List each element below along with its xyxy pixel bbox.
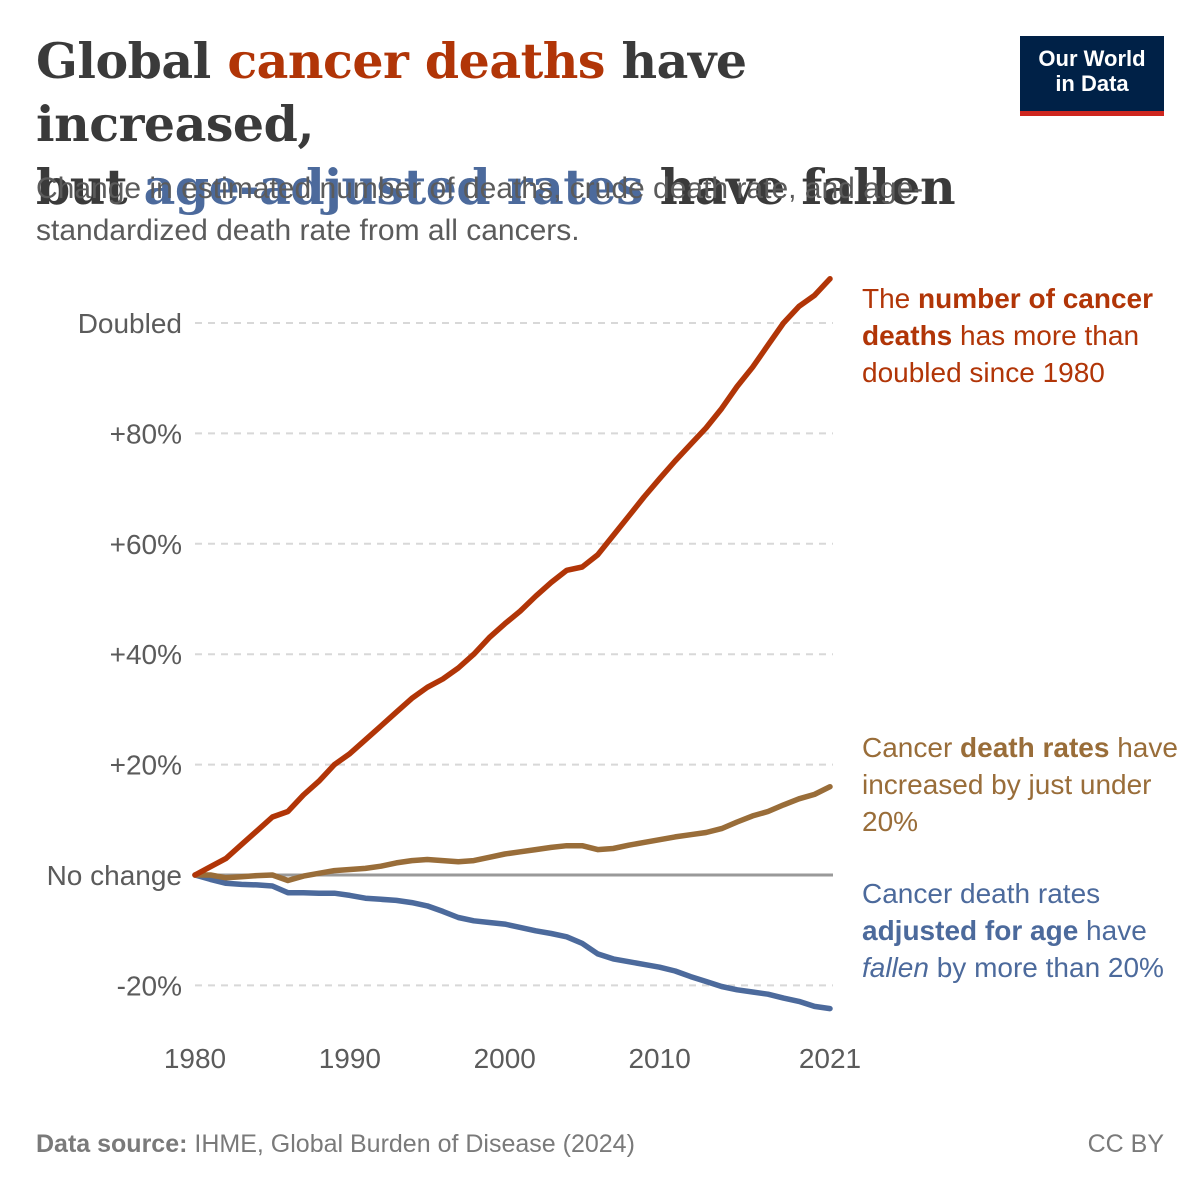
title-part-2: have increased, xyxy=(36,32,747,153)
x-tick-label: 1990 xyxy=(319,1043,381,1074)
x-tick-label: 2021 xyxy=(799,1043,861,1074)
annotation-age-post: by more than 20% xyxy=(928,952,1164,983)
series-line-age[interactable] xyxy=(192,872,833,1012)
x-tick-label: 2010 xyxy=(628,1043,690,1074)
data-source-label: Data source: xyxy=(36,1130,188,1158)
grid-layer xyxy=(195,322,833,987)
annotation-crude-bold: death rates xyxy=(960,732,1110,763)
annotation-age-mid: have xyxy=(1078,915,1147,946)
title-highlight-age-adjusted: age-adjusted rates xyxy=(143,158,644,216)
y-axis-tick-labels: -20% No change +20% +40% +60% +80% Doubled xyxy=(47,308,182,1001)
x-axis-tick-labels: 1980 1990 2000 2010 2021 xyxy=(164,1043,861,1074)
logo-line-2: in Data xyxy=(1055,71,1129,96)
data-source: Data source: IHME, Global Burden of Dise… xyxy=(36,1130,635,1159)
x-tick-label: 2000 xyxy=(474,1043,536,1074)
y-tick-label: +60% xyxy=(110,529,182,560)
annotation-cancer-deaths: The number of cancer deaths has more tha… xyxy=(862,280,1182,391)
series-line-crude[interactable] xyxy=(192,783,833,884)
logo-line-1: Our World xyxy=(1038,46,1146,71)
license-label[interactable]: CC BY xyxy=(1087,1130,1164,1158)
y-tick-label: No change xyxy=(47,860,182,891)
annotation-crude-post: have increased by just under 20% xyxy=(862,732,1178,837)
y-tick-label: +80% xyxy=(110,418,182,449)
annotation-deaths-post: has more than doubled since 1980 xyxy=(862,320,1140,388)
series-layer xyxy=(192,276,833,1012)
our-world-in-data-logo[interactable]: Our World in Data xyxy=(1020,36,1164,116)
title-part-3: but xyxy=(36,158,144,216)
line-chart: -20% No change +20% +40% +60% +80% Doubled 198… xyxy=(47,276,861,1074)
annotation-age-bold: adjusted for age xyxy=(862,915,1079,946)
title-part-1: Global xyxy=(36,32,228,90)
logo-accent-bar xyxy=(1020,111,1164,116)
title-highlight-cancer-deaths: cancer deaths xyxy=(227,32,605,90)
y-tick-label: Doubled xyxy=(78,308,182,339)
annotation-crude-pre: Cancer xyxy=(862,732,961,763)
x-tick-label: 1980 xyxy=(164,1043,226,1074)
annotation-age-italic: fallen xyxy=(862,952,929,983)
y-tick-label: +40% xyxy=(110,639,182,670)
annotation-deaths-bold: number of cancer deaths xyxy=(862,283,1153,351)
data-source-text[interactable]: IHME, Global Burden of Disease (2024) xyxy=(187,1130,635,1158)
title-part-4: have fallen xyxy=(643,158,956,216)
y-tick-label: -20% xyxy=(117,970,182,1001)
y-tick-label: +20% xyxy=(110,750,182,781)
annotation-crude-death-rate: Cancer death rates have increased by jus… xyxy=(862,729,1182,840)
annotation-age-pre: Cancer death rates xyxy=(862,878,1101,909)
chart-title: Global cancer deaths have increased, but… xyxy=(36,30,996,219)
series-line-deaths[interactable] xyxy=(192,276,833,878)
annotation-age-standardized-rate: Cancer death rates adjusted for age have… xyxy=(862,875,1182,986)
chart-subtitle: Change in estimated number of deaths, cr… xyxy=(36,172,924,247)
annotation-deaths-pre: The xyxy=(862,283,919,314)
